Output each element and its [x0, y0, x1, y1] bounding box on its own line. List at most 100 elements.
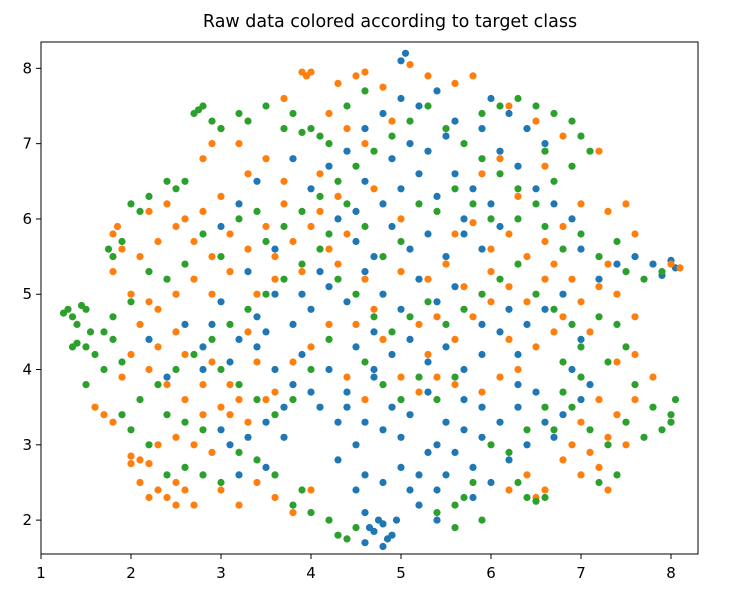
data-point — [262, 396, 270, 404]
data-point — [433, 508, 441, 517]
data-point — [397, 396, 405, 404]
data-point — [460, 140, 468, 148]
data-point — [253, 396, 261, 404]
data-point — [406, 486, 414, 494]
data-point — [289, 358, 297, 366]
data-point — [199, 426, 207, 434]
data-point — [154, 305, 162, 313]
data-point — [559, 222, 567, 231]
data-point — [370, 328, 378, 336]
data-point — [649, 403, 657, 411]
data-point — [361, 539, 369, 547]
data-point — [190, 275, 198, 283]
data-point — [253, 290, 261, 298]
data-point — [370, 185, 378, 193]
data-point — [415, 471, 423, 479]
data-point — [478, 516, 486, 524]
data-point — [253, 207, 261, 215]
y-tick-label: 2 — [22, 511, 32, 529]
data-point — [145, 298, 153, 306]
data-point — [433, 396, 441, 404]
data-point — [388, 132, 396, 140]
data-point — [343, 230, 351, 238]
data-point — [352, 162, 360, 170]
data-point — [325, 245, 333, 253]
data-point — [415, 373, 423, 381]
data-point — [208, 253, 216, 261]
data-point — [640, 433, 648, 441]
data-point — [374, 516, 383, 524]
data-point — [469, 72, 477, 80]
data-point — [478, 433, 486, 441]
data-point — [415, 102, 423, 110]
data-point — [658, 426, 666, 434]
data-point — [514, 478, 522, 487]
data-point — [145, 268, 153, 276]
data-point — [532, 497, 540, 505]
data-point — [271, 245, 279, 253]
data-point — [397, 268, 405, 276]
data-point — [523, 320, 531, 328]
data-point — [82, 305, 90, 313]
data-point — [370, 365, 378, 374]
data-point — [568, 215, 576, 223]
data-point — [271, 388, 279, 396]
data-point — [271, 365, 279, 374]
data-point — [478, 350, 486, 359]
y-tick-label: 4 — [22, 361, 32, 379]
data-point — [208, 140, 216, 148]
data-point — [415, 320, 423, 328]
data-point — [622, 268, 630, 276]
data-point — [253, 456, 261, 464]
data-point — [145, 365, 153, 374]
data-point — [343, 102, 351, 110]
data-point — [253, 478, 261, 487]
data-point — [577, 200, 585, 208]
data-point — [262, 222, 270, 231]
data-point — [298, 207, 306, 215]
data-point — [397, 433, 405, 441]
data-point — [469, 219, 477, 227]
data-point — [613, 358, 621, 366]
data-point — [361, 418, 369, 426]
data-point — [532, 102, 540, 110]
data-point — [433, 207, 441, 215]
data-point — [541, 275, 549, 283]
data-point — [577, 418, 585, 426]
data-point — [289, 320, 297, 328]
data-point — [568, 403, 576, 411]
data-point — [523, 426, 531, 434]
data-point — [334, 456, 342, 464]
data-point — [478, 109, 486, 118]
data-point — [550, 426, 558, 434]
data-point — [577, 132, 585, 140]
data-point — [235, 335, 243, 343]
data-point — [514, 350, 522, 359]
data-point — [577, 335, 585, 343]
data-point — [154, 381, 162, 389]
data-point — [199, 155, 207, 163]
data-point — [478, 320, 486, 328]
data-point — [388, 328, 396, 336]
data-point — [316, 192, 324, 200]
data-point — [451, 373, 459, 381]
data-point — [487, 245, 495, 253]
data-point — [442, 132, 450, 140]
data-point — [325, 335, 333, 343]
data-point — [361, 125, 369, 133]
data-point — [451, 335, 459, 343]
data-point — [334, 531, 342, 539]
data-point — [496, 170, 504, 178]
data-point — [496, 418, 504, 426]
data-point — [235, 396, 243, 404]
data-point — [226, 381, 234, 389]
data-point — [361, 508, 369, 517]
data-point — [568, 117, 576, 125]
data-point — [613, 290, 621, 298]
data-point — [334, 192, 342, 200]
data-point — [334, 275, 342, 283]
data-point — [109, 418, 117, 426]
plot-frame — [40, 41, 699, 555]
data-point — [568, 162, 576, 170]
data-point — [487, 268, 495, 276]
